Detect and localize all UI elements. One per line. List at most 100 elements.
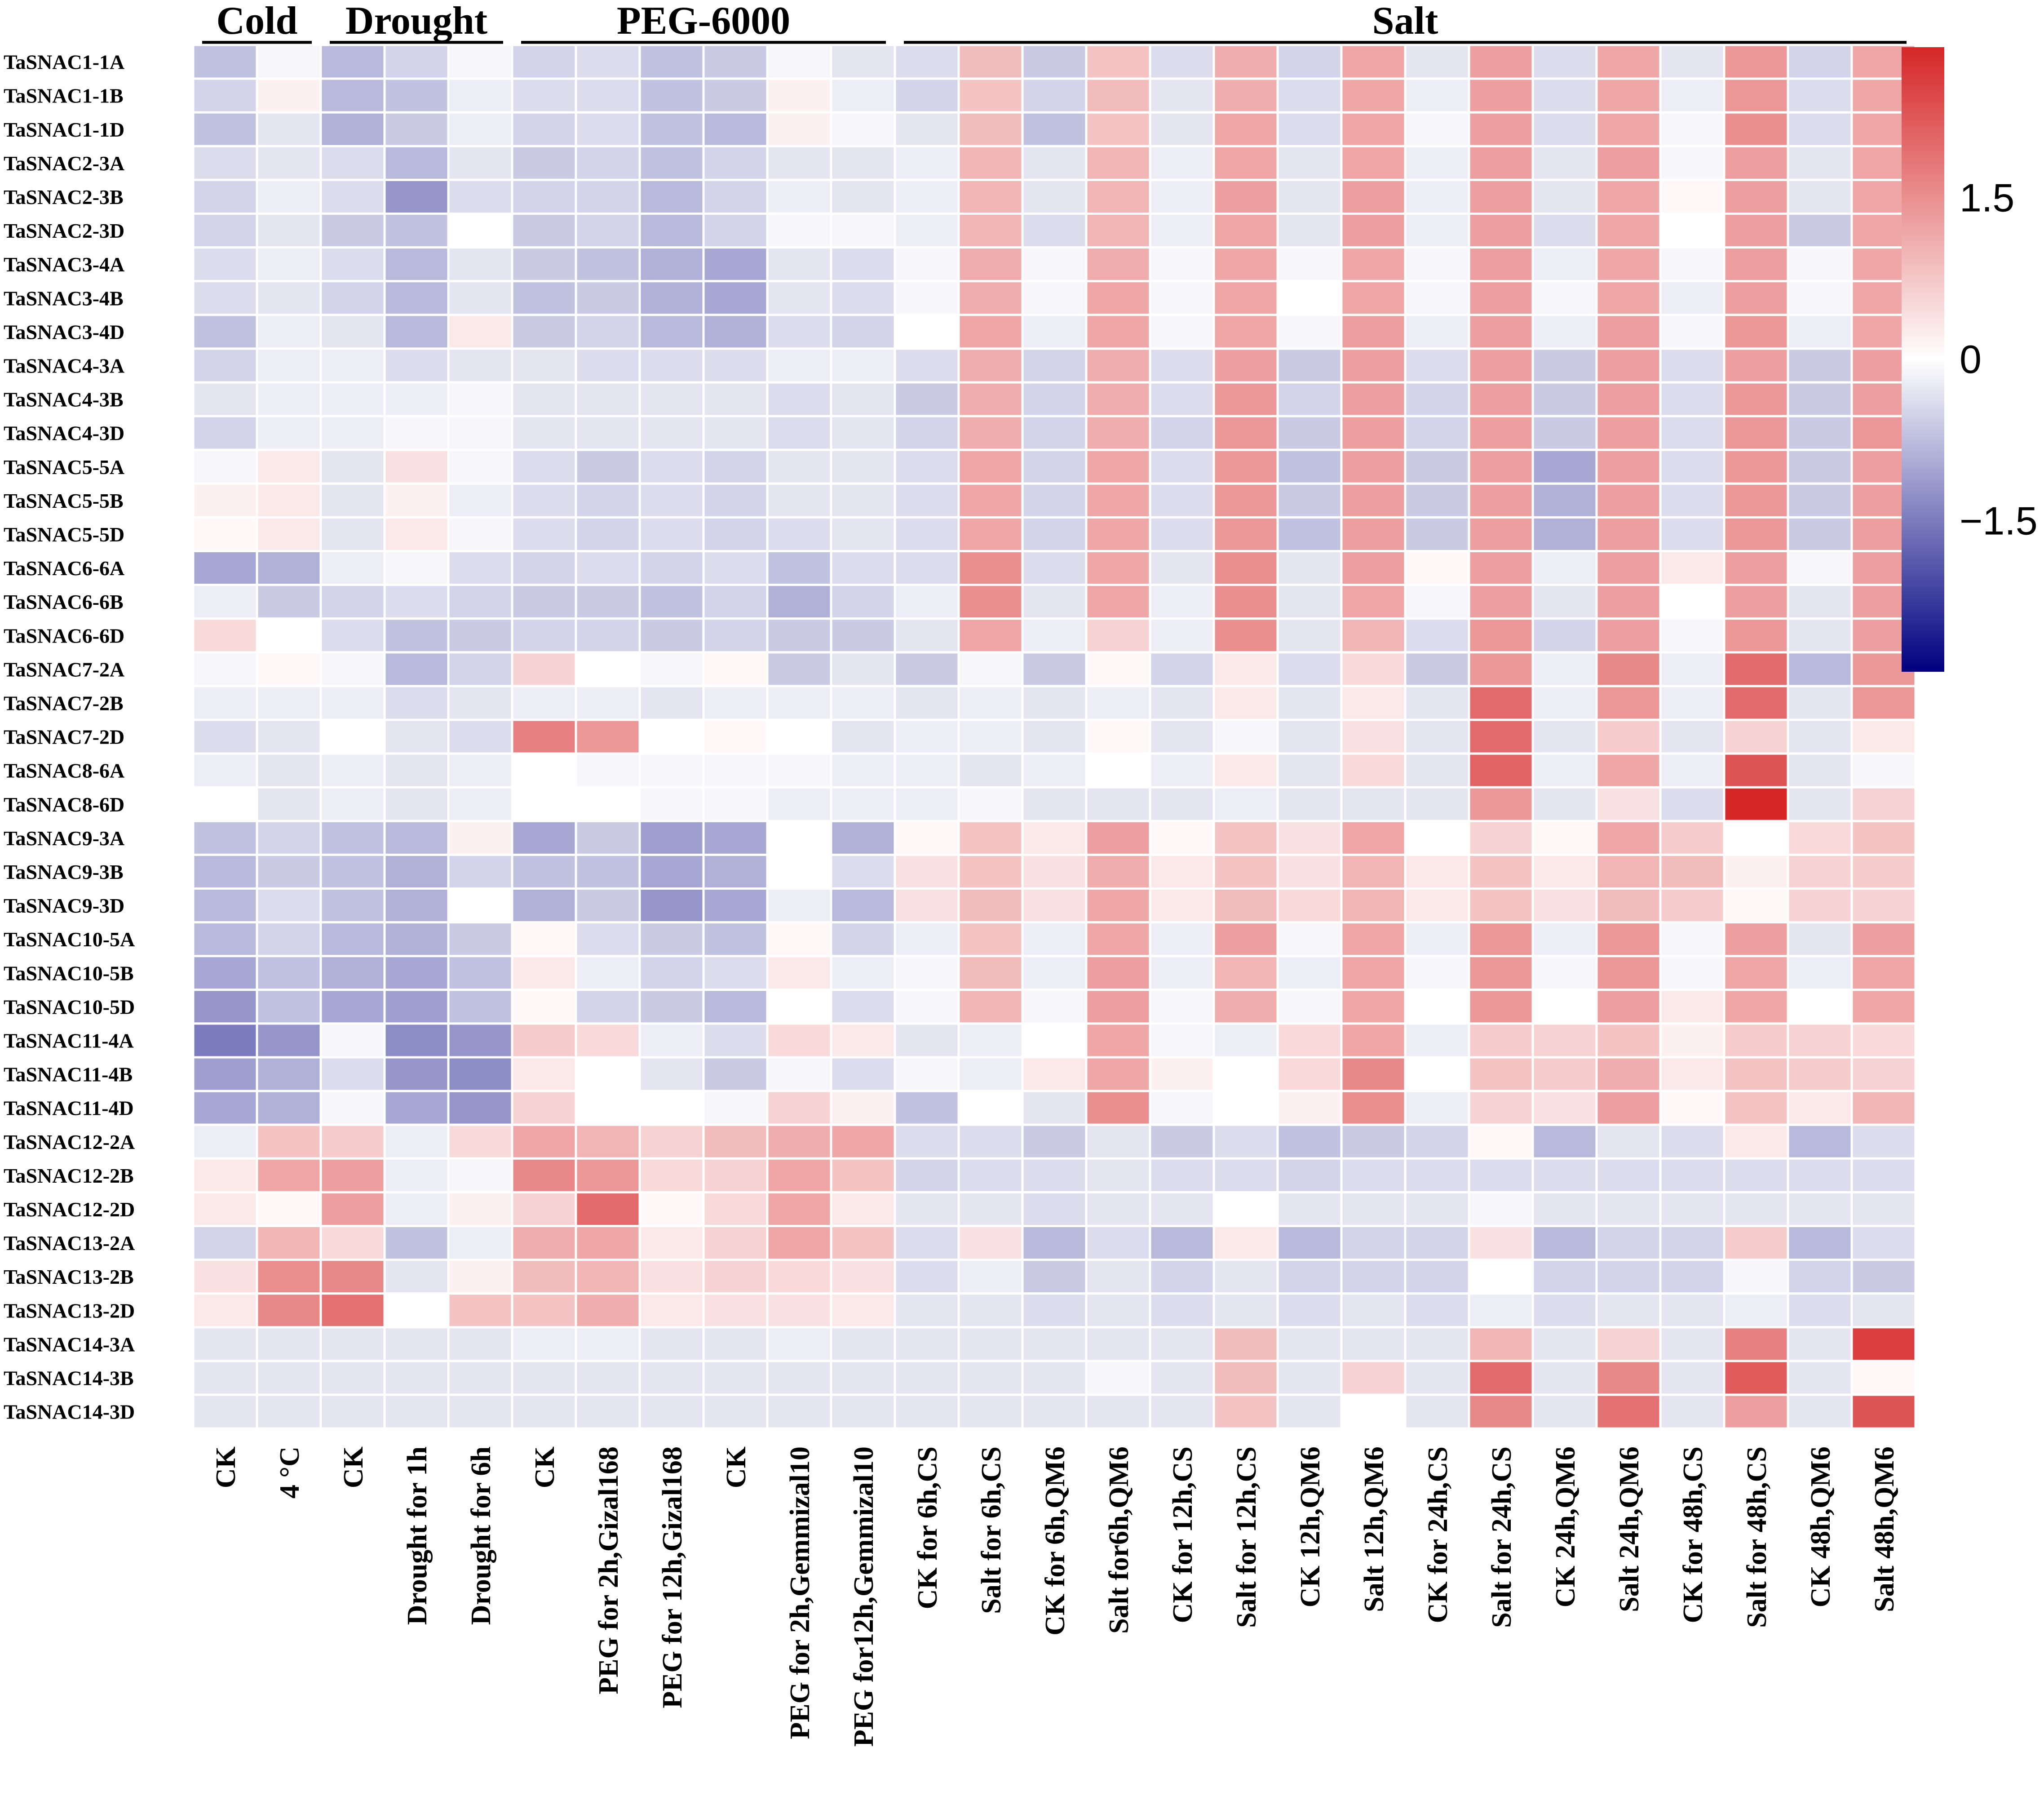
heatmap-cell bbox=[575, 820, 641, 856]
column-label: Salt for 24h,CS bbox=[1487, 1446, 1517, 1628]
heatmap-cell bbox=[511, 718, 577, 755]
heatmap-cell bbox=[256, 77, 322, 114]
heatmap-cell bbox=[1340, 1191, 1407, 1227]
heatmap-cell bbox=[1404, 1326, 1470, 1362]
heatmap-cell bbox=[575, 1259, 641, 1295]
heatmap-cell bbox=[447, 1393, 513, 1430]
heatmap-cell bbox=[1531, 280, 1598, 316]
heatmap-cell bbox=[447, 482, 513, 519]
column-label: CK for 48h,CS bbox=[1678, 1446, 1708, 1623]
heatmap-cell bbox=[1085, 820, 1151, 856]
heatmap-cell bbox=[957, 246, 1024, 283]
heatmap-cell bbox=[447, 178, 513, 215]
heatmap-cell bbox=[1340, 415, 1407, 451]
heatmap-cell bbox=[319, 853, 386, 890]
heatmap-cell bbox=[1595, 1056, 1662, 1092]
heatmap-cell bbox=[1723, 584, 1789, 620]
column-label: PEG for 2h,Gemmizal10 bbox=[785, 1446, 815, 1739]
heatmap-cell bbox=[256, 1123, 322, 1160]
heatmap-cell bbox=[1085, 617, 1151, 654]
heatmap-cell bbox=[766, 955, 832, 991]
heatmap-cell bbox=[383, 1022, 450, 1059]
heatmap-cell bbox=[957, 786, 1024, 822]
heatmap-cell bbox=[1021, 415, 1088, 451]
heatmap-cell bbox=[830, 448, 896, 485]
heatmap-cell bbox=[1468, 955, 1534, 991]
heatmap-cell bbox=[1468, 77, 1534, 114]
heatmap-cell bbox=[1531, 651, 1598, 687]
heatmap-cell bbox=[1723, 887, 1789, 924]
row-label: TaSNAC10-5A bbox=[4, 928, 135, 951]
heatmap-cell bbox=[702, 314, 769, 350]
heatmap-cell bbox=[957, 955, 1024, 991]
heatmap-cell bbox=[1212, 718, 1279, 755]
column-label: Salt for 6h,CS bbox=[976, 1446, 1007, 1614]
heatmap-cell bbox=[447, 246, 513, 283]
heatmap-cell bbox=[638, 1157, 705, 1193]
heatmap-cell bbox=[894, 820, 960, 856]
heatmap-cell bbox=[830, 921, 896, 958]
heatmap-cell bbox=[383, 584, 450, 620]
heatmap-cell bbox=[1085, 1360, 1151, 1396]
heatmap-cell bbox=[702, 178, 769, 215]
heatmap-cell bbox=[1404, 1259, 1470, 1295]
heatmap-cell bbox=[1787, 887, 1853, 924]
heatmap-cell bbox=[1021, 145, 1088, 181]
heatmap-cell bbox=[192, 415, 258, 451]
heatmap-cell bbox=[1787, 685, 1853, 721]
heatmap-cell bbox=[192, 887, 258, 924]
heatmap-cell bbox=[702, 853, 769, 890]
heatmap-cell bbox=[1276, 1191, 1343, 1227]
heatmap-cell bbox=[830, 516, 896, 553]
heatmap-cell bbox=[702, 448, 769, 485]
column-label: Salt for 12h,CS bbox=[1231, 1446, 1262, 1628]
heatmap-cell bbox=[1021, 1056, 1088, 1092]
heatmap-cell bbox=[1787, 381, 1853, 417]
heatmap-cell bbox=[1787, 246, 1853, 283]
heatmap-cell bbox=[1850, 685, 1917, 721]
heatmap-cell bbox=[1276, 1393, 1343, 1430]
heatmap-cell bbox=[256, 178, 322, 215]
heatmap-cell bbox=[957, 1259, 1024, 1295]
heatmap-cell bbox=[511, 1360, 577, 1396]
heatmap-cell bbox=[1276, 685, 1343, 721]
heatmap-cell bbox=[1085, 246, 1151, 283]
heatmap-cell bbox=[256, 415, 322, 451]
heatmap-cell bbox=[1531, 145, 1598, 181]
heatmap-cell bbox=[1723, 1326, 1789, 1362]
heatmap-cell bbox=[1340, 617, 1407, 654]
heatmap-cell bbox=[256, 1157, 322, 1193]
heatmap-cell bbox=[766, 786, 832, 822]
heatmap-cell bbox=[319, 77, 386, 114]
heatmap-cell bbox=[1021, 44, 1088, 80]
row-label: TaSNAC13-2D bbox=[4, 1299, 135, 1322]
heatmap-cell bbox=[192, 1360, 258, 1396]
heatmap-cell bbox=[1850, 955, 1917, 991]
heatmap-cell bbox=[1787, 752, 1853, 789]
heatmap-cell bbox=[894, 1393, 960, 1430]
heatmap-cell bbox=[319, 448, 386, 485]
heatmap-cell bbox=[638, 314, 705, 350]
heatmap-cell bbox=[1149, 1292, 1215, 1329]
heatmap-cell bbox=[1787, 448, 1853, 485]
heatmap-cell bbox=[1340, 77, 1407, 114]
heatmap-cell bbox=[256, 685, 322, 721]
heatmap-cell bbox=[1212, 415, 1279, 451]
heatmap-cell bbox=[1659, 1191, 1725, 1227]
heatmap-cell bbox=[1340, 955, 1407, 991]
heatmap-cell bbox=[1021, 651, 1088, 687]
heatmap-cell bbox=[1595, 786, 1662, 822]
heatmap-cell bbox=[1085, 584, 1151, 620]
heatmap-cell bbox=[1468, 853, 1534, 890]
heatmap-cell bbox=[256, 651, 322, 687]
row-label: TaSNAC13-2B bbox=[4, 1265, 134, 1288]
heatmap-cell bbox=[447, 1056, 513, 1092]
heatmap-cell bbox=[1404, 651, 1470, 687]
row-label: TaSNAC9-3D bbox=[4, 894, 124, 917]
heatmap-cell bbox=[1723, 1090, 1789, 1126]
heatmap-cell bbox=[1531, 921, 1598, 958]
heatmap-cell bbox=[1404, 178, 1470, 215]
heatmap-cell bbox=[511, 1326, 577, 1362]
heatmap-cell bbox=[1723, 989, 1789, 1025]
heatmap-cell bbox=[1212, 955, 1279, 991]
